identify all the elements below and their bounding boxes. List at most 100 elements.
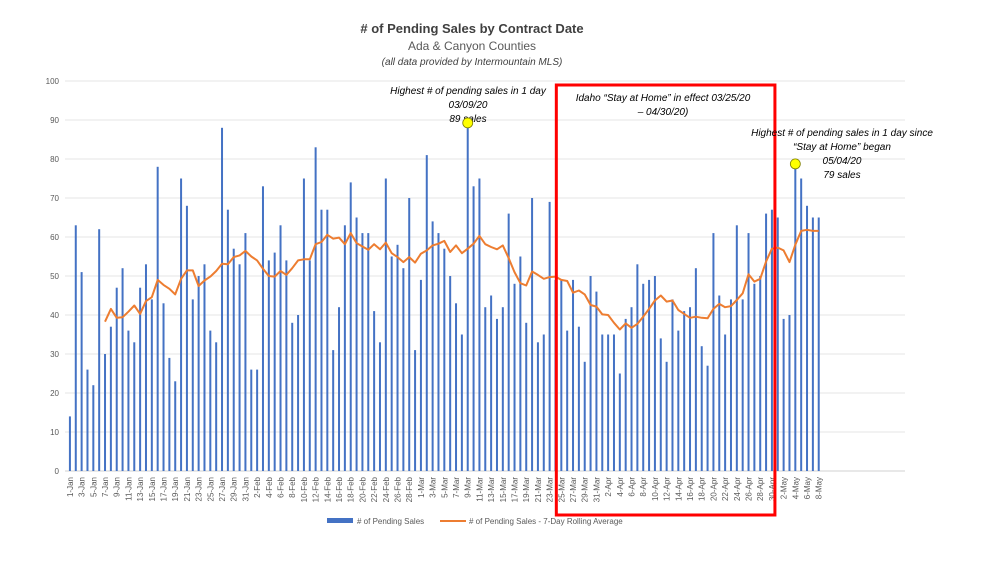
- bar: [694, 268, 697, 471]
- x-tick-label: 20-Apr: [709, 477, 718, 501]
- bar: [297, 315, 300, 471]
- bar: [74, 225, 77, 471]
- x-tick-label: 1-Jan: [66, 477, 75, 497]
- bar: [548, 201, 551, 471]
- bar: [80, 272, 83, 471]
- x-tick-label: 2-Feb: [253, 476, 262, 497]
- x-tick-label: 2-May: [780, 477, 789, 499]
- bar: [653, 276, 656, 471]
- bar: [273, 252, 276, 471]
- bar: [817, 217, 820, 471]
- bar: [519, 256, 522, 471]
- bar: [572, 279, 575, 471]
- y-tick-label: 30: [50, 350, 59, 359]
- x-tick-label: 12-Feb: [312, 476, 321, 502]
- bar: [443, 248, 446, 471]
- bar: [98, 229, 101, 471]
- legend-line-label: # of Pending Sales - 7-Day Rolling Avera…: [469, 517, 623, 526]
- bar: [144, 264, 147, 471]
- x-tick-label: 2-Apr: [604, 477, 613, 497]
- x-tick-label: 7-Jan: [101, 477, 110, 497]
- x-tick-label: 29-Jan: [230, 477, 239, 501]
- bar: [665, 361, 668, 471]
- bar: [542, 334, 545, 471]
- bar: [683, 311, 686, 471]
- x-tick-label: 8-Apr: [639, 477, 648, 497]
- x-tick-label: 15-Jan: [148, 477, 157, 501]
- post-stay-at-home-peak-text: 05/04/20: [823, 156, 862, 167]
- bar: [338, 307, 341, 471]
- x-tick-label: 7-Mar: [452, 477, 461, 498]
- bar: [133, 342, 136, 471]
- bar: [525, 322, 528, 471]
- bar: [150, 299, 153, 471]
- bar: [712, 233, 715, 471]
- bar: [759, 276, 762, 471]
- bar: [92, 385, 95, 471]
- x-tick-label: 30-Apr: [768, 477, 777, 501]
- legend: # of Pending Sales # of Pending Sales - …: [327, 517, 623, 526]
- x-tick-label: 28-Feb: [405, 476, 414, 502]
- bar: [642, 283, 645, 471]
- bar: [472, 186, 475, 472]
- x-tick-label: 18-Feb: [347, 476, 356, 502]
- x-tick-label: 15-Mar: [499, 477, 508, 503]
- bar: [308, 260, 311, 471]
- bar: [285, 260, 288, 471]
- x-tick-label: 1-Mar: [417, 477, 426, 498]
- stay-at-home-label: – 04/30/20): [637, 107, 689, 118]
- bar: [612, 334, 615, 471]
- bar: [238, 264, 241, 471]
- bar: [689, 307, 692, 471]
- x-tick-label: 31-Mar: [592, 477, 601, 503]
- bar: [332, 350, 335, 471]
- x-tick-label: 3-Mar: [429, 477, 438, 498]
- bar: [279, 225, 282, 471]
- bar: [589, 276, 592, 471]
- peak-annotation-text: Highest # of pending sales in 1 day: [390, 86, 547, 97]
- bar: [566, 330, 569, 471]
- x-tick-label: 29-Mar: [581, 477, 590, 503]
- chart-subtitle: Ada & Canyon Counties: [408, 39, 536, 53]
- y-tick-label: 50: [50, 272, 59, 281]
- bar-series: [68, 123, 820, 472]
- x-tick-label: 21-Mar: [534, 477, 543, 503]
- y-axis: 0 10 20 30 40 50 60 70 80 90 100: [46, 77, 60, 476]
- bar: [109, 326, 112, 471]
- x-tick-label: 10-Feb: [300, 476, 309, 502]
- bar: [232, 248, 235, 471]
- bar: [513, 283, 516, 471]
- bar: [267, 260, 270, 471]
- bar: [244, 233, 247, 471]
- bar: [800, 178, 803, 471]
- bar: [431, 221, 434, 471]
- x-tick-label: 22-Feb: [370, 476, 379, 502]
- x-tick-label: 16-Feb: [335, 476, 344, 502]
- bar: [460, 334, 463, 471]
- bar: [215, 342, 218, 471]
- bar: [765, 213, 768, 471]
- x-tick-label: 24-Apr: [733, 477, 742, 501]
- post-stay-at-home-peak-text: Highest # of pending sales in 1 day sinc…: [751, 128, 933, 139]
- x-tick-label: 5-Jan: [89, 477, 98, 497]
- post-stay-at-home-peak-marker: [789, 158, 801, 170]
- bar: [501, 307, 504, 471]
- bar: [256, 369, 259, 471]
- bar: [806, 205, 809, 472]
- bar: [221, 127, 224, 472]
- bar: [361, 233, 364, 471]
- x-tick-label: 8-Feb: [288, 476, 297, 497]
- bar: [156, 166, 159, 472]
- bar: [577, 326, 580, 471]
- x-tick-label: 17-Jan: [160, 477, 169, 501]
- x-tick-label: 3-Jan: [78, 477, 87, 497]
- bar: [648, 279, 651, 471]
- peak-annotation-text: 03/09/20: [449, 100, 488, 111]
- y-tick-label: 90: [50, 116, 59, 125]
- bar: [419, 279, 422, 471]
- bar: [671, 299, 674, 471]
- x-tick-label: 25-Jan: [206, 477, 215, 501]
- bar: [203, 264, 206, 471]
- x-tick-label: 5-Mar: [440, 477, 449, 498]
- bar: [747, 233, 750, 471]
